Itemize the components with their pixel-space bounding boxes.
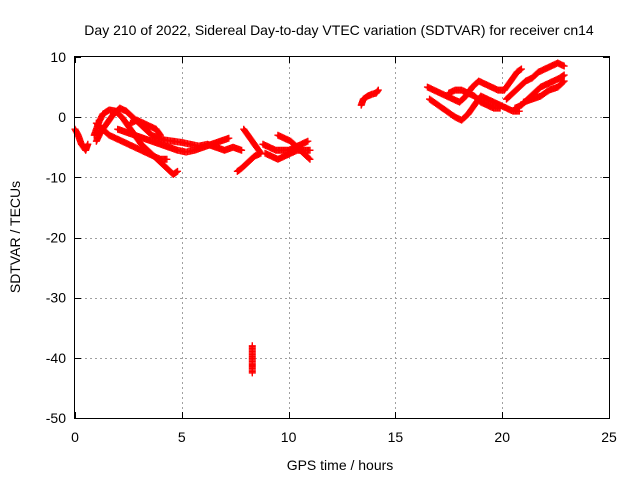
data-point <box>156 131 164 139</box>
data-point <box>374 87 382 95</box>
data-point <box>517 65 525 73</box>
data-point <box>496 104 504 112</box>
series-arc-5 <box>114 125 233 156</box>
y-tick-label: -40 <box>46 350 66 366</box>
x-axis-tick-labels: 0 5 10 15 20 25 <box>71 429 617 445</box>
x-tick-label: 5 <box>178 429 186 445</box>
y-axis-label: SDTVAR / TECUs <box>7 181 23 293</box>
data-point <box>248 369 256 377</box>
y-tick-label: -30 <box>46 290 66 306</box>
x-axis-label: GPS time / hours <box>287 457 394 473</box>
data-point <box>374 86 382 94</box>
x-tick-label: 25 <box>601 429 617 445</box>
plot-frame <box>74 56 610 419</box>
data-point <box>234 167 242 175</box>
data-point <box>233 167 241 175</box>
data-point <box>172 168 180 176</box>
data-point <box>559 78 567 86</box>
y-tick-label: -20 <box>46 230 66 246</box>
data-point <box>163 155 171 163</box>
data-point <box>560 71 568 79</box>
y-axis-tick-labels: 10 0 -10 -20 -30 -40 -50 <box>46 49 66 426</box>
data-point <box>305 154 313 162</box>
data-point <box>306 155 314 163</box>
y-tick-label: -10 <box>46 169 66 185</box>
y-tick-label: -50 <box>46 410 66 426</box>
data-point <box>156 130 164 138</box>
x-tick-label: 15 <box>388 429 404 445</box>
series-arc-14 <box>426 92 523 124</box>
x-tick-label: 10 <box>281 429 297 445</box>
series-arc-10 <box>274 131 314 163</box>
series-arc-16 <box>502 59 568 103</box>
y-tick-label: 0 <box>58 109 66 125</box>
series-arc-7 <box>233 125 265 175</box>
axis-ticks <box>75 57 610 419</box>
grid-lines <box>75 57 609 418</box>
data-point <box>306 146 314 154</box>
series-arc-15 <box>445 86 504 112</box>
data-point <box>238 146 246 154</box>
chart-title: Day 210 of 2022, Sidereal Day-to-day VTE… <box>84 22 594 38</box>
series-arc-18 <box>520 77 568 106</box>
x-tick-label: 0 <box>71 429 79 445</box>
data-point <box>84 140 92 148</box>
data-point <box>560 77 568 85</box>
data-point <box>516 66 524 74</box>
data-point <box>559 72 567 80</box>
data-point <box>304 137 312 145</box>
y-tick-label: 10 <box>50 49 66 65</box>
data-series <box>71 59 568 377</box>
data-point <box>560 62 568 70</box>
series-arc-12 <box>357 86 382 109</box>
data-point <box>225 134 233 142</box>
data-point <box>174 167 182 175</box>
series-arc-11 <box>248 342 256 377</box>
series-arc-17 <box>511 71 568 112</box>
x-tick-label: 20 <box>494 429 510 445</box>
series-arc-1 <box>71 125 92 154</box>
series-arc-6 <box>127 116 164 139</box>
